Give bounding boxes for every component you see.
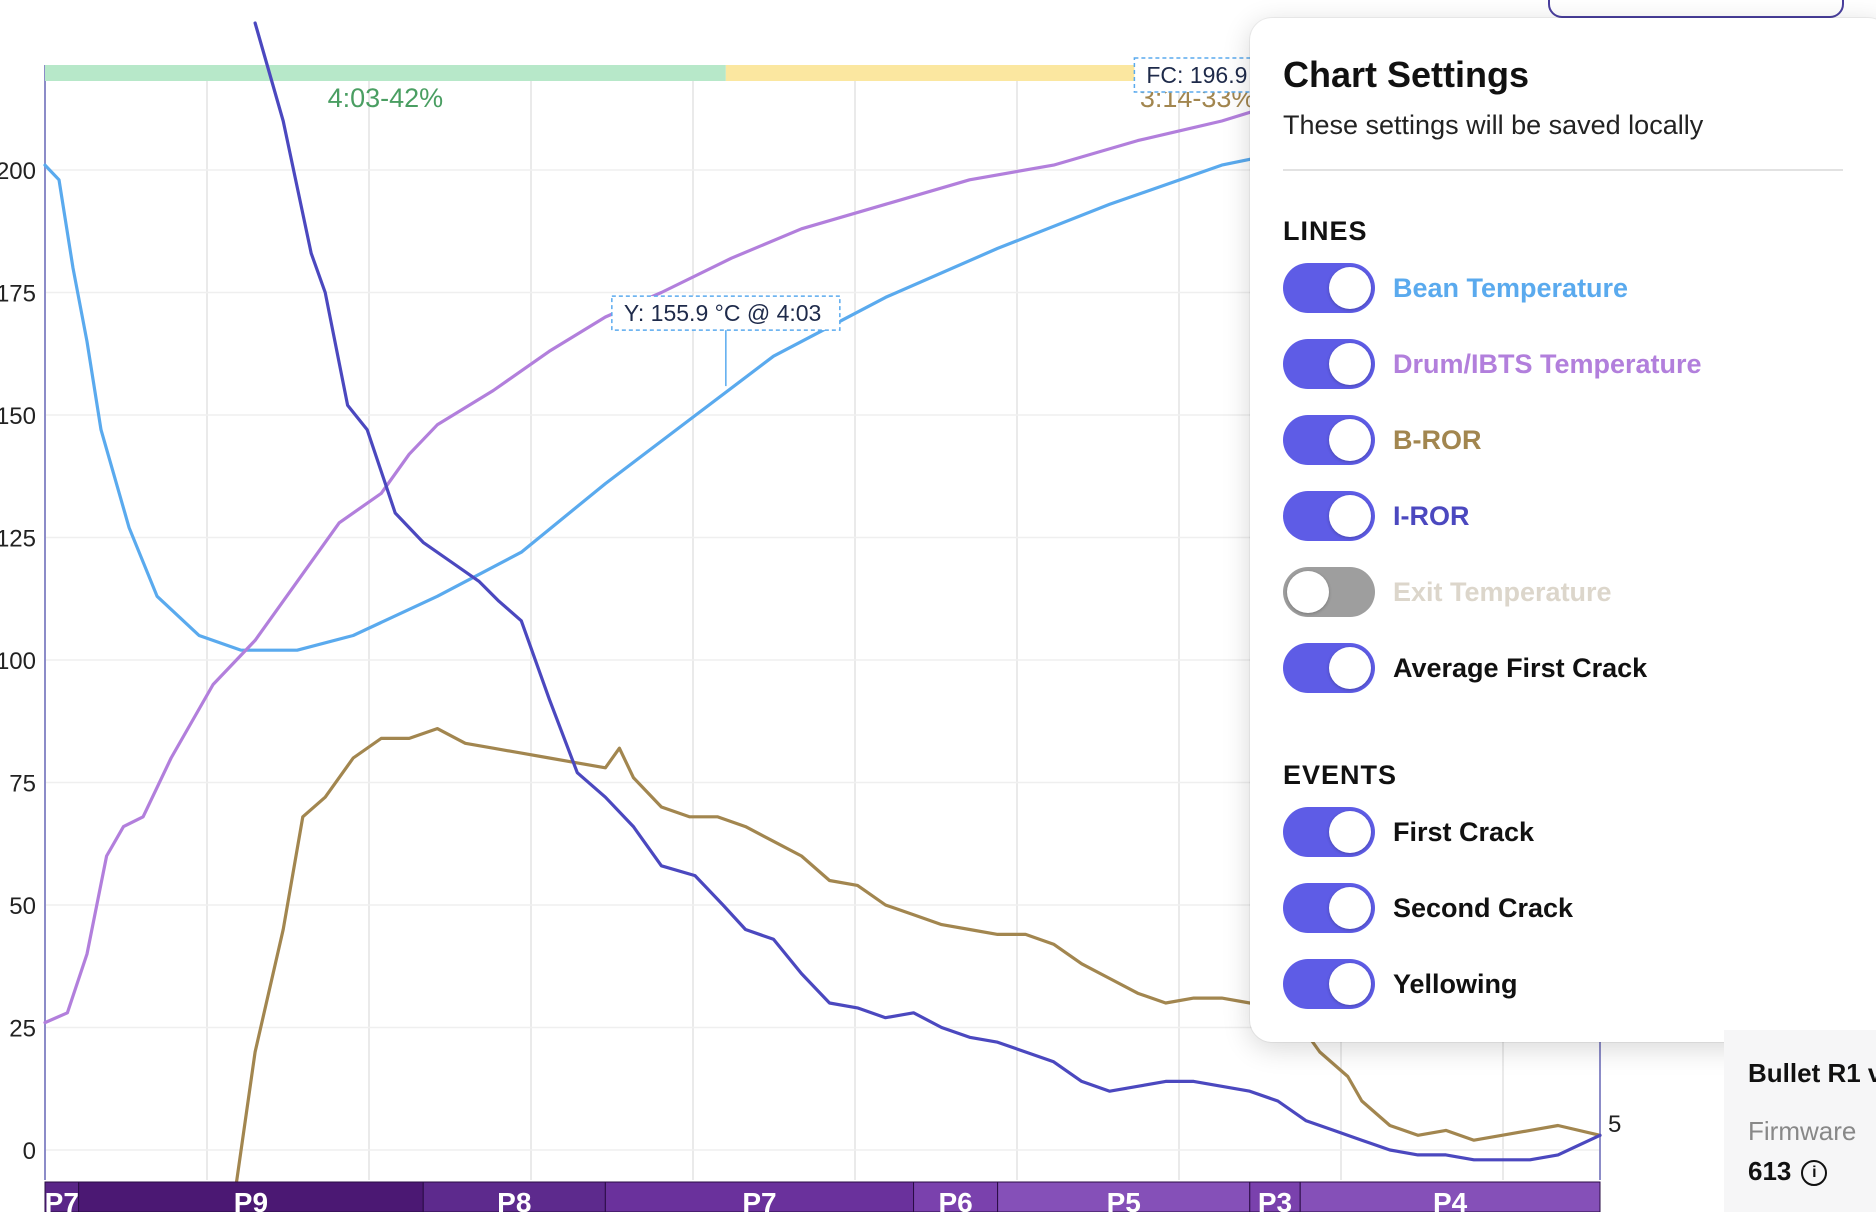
- event-toggle-row[interactable]: Second Crack: [1283, 880, 1573, 936]
- event-toggle-label: First Crack: [1393, 816, 1535, 847]
- line-toggle-row[interactable]: Average First Crack: [1283, 640, 1647, 696]
- annotation-box: [611, 295, 841, 331]
- y-tick-label: 75: [9, 771, 36, 798]
- toggle-switch[interactable]: [1283, 491, 1375, 541]
- series-line-iror: [253, 21, 1602, 1162]
- settings-subtitle: These settings will be saved locally: [1283, 110, 1704, 140]
- profile-step-label: P5: [1107, 1187, 1141, 1212]
- y-tick-label: 150: [0, 403, 36, 430]
- series-line-bean: [43, 153, 1271, 652]
- line-toggle-label: Drum/IBTS Temperature: [1393, 348, 1702, 379]
- line-toggle-label: B-ROR: [1393, 424, 1482, 455]
- y-tick-label: 100: [0, 648, 36, 675]
- toggle-knob: [1329, 811, 1371, 853]
- firmware-value: 613 i: [1748, 1156, 1828, 1187]
- info-icon[interactable]: i: [1801, 1160, 1828, 1187]
- profile-step-label: P8: [497, 1187, 531, 1212]
- line-toggle-label: I-ROR: [1393, 500, 1470, 531]
- settings-title: Chart Settings: [1283, 54, 1530, 95]
- phase-label: 4:03-42%: [328, 83, 444, 113]
- profile-step-segment[interactable]: [997, 1181, 1251, 1212]
- profile-step-label: P3: [1258, 1187, 1292, 1212]
- device-name: Bullet R1 v: [1748, 1058, 1876, 1088]
- toggle-switch[interactable]: [1283, 339, 1375, 389]
- series-line-drum: [43, 104, 1271, 1025]
- profile-step-segment[interactable]: [1299, 1181, 1601, 1212]
- firmware-label: Firmware: [1748, 1116, 1857, 1146]
- event-toggle-label: Second Crack: [1393, 892, 1574, 923]
- toggle-switch[interactable]: [1283, 959, 1375, 1009]
- profile-step-segment[interactable]: [604, 1181, 915, 1212]
- y-tick-label: 175: [0, 281, 36, 308]
- y-tick-label: 25: [9, 1016, 36, 1043]
- toggle-switch[interactable]: [1283, 567, 1375, 617]
- profile-step-segment[interactable]: [422, 1181, 606, 1212]
- annotation-label: Y: 155.9 °C @ 4:03: [624, 300, 822, 326]
- event-toggle-row[interactable]: First Crack: [1283, 804, 1534, 860]
- event-toggle-row[interactable]: Yellowing: [1283, 956, 1518, 1012]
- profile-step-segment[interactable]: [78, 1181, 424, 1212]
- y-tick-label: 0: [23, 1138, 36, 1165]
- divider: [1283, 169, 1843, 171]
- profile-step-label: P7: [45, 1187, 79, 1212]
- phase-bar-segment: [725, 65, 1270, 81]
- y-tick-label: 125: [0, 526, 36, 553]
- y-tick-label: 50: [9, 893, 36, 920]
- firmware-number: 613: [1748, 1156, 1792, 1186]
- line-toggle-row[interactable]: Exit Temperature: [1283, 564, 1612, 620]
- line-toggle-label: Bean Temperature: [1393, 272, 1629, 303]
- series-line-bror: [233, 727, 1602, 1191]
- profile-step-label: P4: [1433, 1187, 1468, 1212]
- top-right-button[interactable]: [1548, 0, 1844, 18]
- toggle-knob: [1329, 419, 1371, 461]
- y-tick-label: 200: [0, 158, 36, 185]
- chart-settings-panel: Chart Settings These settings will be sa…: [1250, 18, 1876, 1042]
- line-toggle-row[interactable]: Bean Temperature: [1283, 260, 1628, 316]
- toggle-knob: [1329, 343, 1371, 385]
- profile-step-segment[interactable]: [1249, 1181, 1301, 1212]
- event-toggle-label: Yellowing: [1393, 968, 1518, 999]
- toggle-knob: [1329, 647, 1371, 689]
- toggle-switch[interactable]: [1283, 883, 1375, 933]
- lines-heading: LINES: [1283, 216, 1368, 246]
- toggle-switch[interactable]: [1283, 263, 1375, 313]
- line-toggle-label: Exit Temperature: [1393, 576, 1612, 607]
- events-heading: EVENTS: [1283, 760, 1398, 790]
- profile-step-segment[interactable]: [913, 1181, 999, 1212]
- device-info-card: Bullet R1 v Firmware 613 i: [1724, 1030, 1876, 1212]
- phase-bar-segment: [45, 65, 726, 81]
- line-toggle-row[interactable]: I-ROR: [1283, 488, 1470, 544]
- profile-step-segment[interactable]: [44, 1181, 80, 1212]
- toggle-switch[interactable]: [1283, 415, 1375, 465]
- toggle-knob: [1329, 267, 1371, 309]
- toggle-knob: [1287, 571, 1329, 613]
- toggle-knob: [1329, 495, 1371, 537]
- line-toggle-label: Average First Crack: [1393, 652, 1648, 683]
- profile-step-label: P7: [742, 1187, 776, 1212]
- right-axis-tick-label: 5: [1608, 1111, 1621, 1138]
- toggle-switch[interactable]: [1283, 807, 1375, 857]
- line-toggle-row[interactable]: B-ROR: [1283, 412, 1482, 468]
- profile-step-label: P6: [938, 1187, 972, 1212]
- toggle-switch[interactable]: [1283, 643, 1375, 693]
- toggle-knob: [1329, 887, 1371, 929]
- line-toggle-row[interactable]: Drum/IBTS Temperature: [1283, 336, 1702, 392]
- profile-step-label: P9: [234, 1187, 268, 1212]
- toggle-knob: [1329, 963, 1371, 1005]
